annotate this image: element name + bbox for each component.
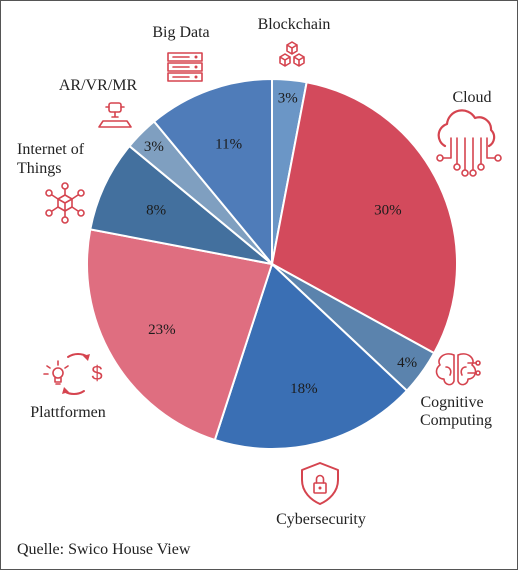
pie-value-label-cloud: 30%	[374, 203, 402, 219]
label-iot-line1: Internet of	[17, 141, 85, 158]
pie-slice-cybersecurity	[213, 262, 409, 450]
label-arvrmr: AR/VR/MR	[59, 77, 138, 94]
shield-lock-icon	[301, 462, 339, 505]
pie-slices	[86, 77, 458, 450]
vr-headset-icon	[98, 102, 132, 128]
pie-slice-cloud	[270, 81, 458, 355]
label-plattformen: Plattformen	[30, 404, 106, 421]
pie-value-label-internet-of-things: 8%	[146, 203, 166, 219]
cloud-network-icon	[436, 109, 502, 177]
server-rack-icon	[167, 52, 203, 82]
lightbulb-dollar-cycle-icon: $	[43, 352, 103, 396]
pie-slice-internet-of-things	[89, 144, 273, 265]
label-cloud: Cloud	[452, 89, 491, 106]
pie-value-labels: 3% 30% 4% 18% 23% 8% 3% 11%	[144, 91, 417, 397]
network-nodes-icon	[45, 182, 85, 224]
pie-slice-plattformen	[86, 228, 274, 442]
label-cognitive-line1: Cognitive	[420, 394, 483, 411]
brain-icon	[435, 353, 481, 386]
pie-slice-big-data	[152, 77, 273, 267]
pie-value-label-ar-vr-mr: 3%	[144, 139, 164, 155]
label-cognitive-line2: Computing	[420, 412, 492, 429]
label-iot-line2: Things	[17, 160, 61, 177]
label-bigdata: Big Data	[152, 24, 209, 41]
source-note: Quelle: Swico House View	[17, 541, 191, 558]
blockchain-icon	[279, 41, 305, 67]
pie-value-label-cognitive-computing: 4%	[397, 355, 417, 371]
label-blockchain: Blockchain	[258, 16, 331, 33]
pie-value-label-big-data: 11%	[215, 137, 242, 153]
pie-value-label-blockchain: 3%	[278, 91, 298, 107]
pie-value-label-plattformen: 23%	[148, 322, 176, 338]
svg-text:$: $	[91, 363, 102, 385]
label-cybersecurity: Cybersecurity	[276, 511, 366, 528]
pie-value-label-cybersecurity: 18%	[290, 381, 318, 397]
